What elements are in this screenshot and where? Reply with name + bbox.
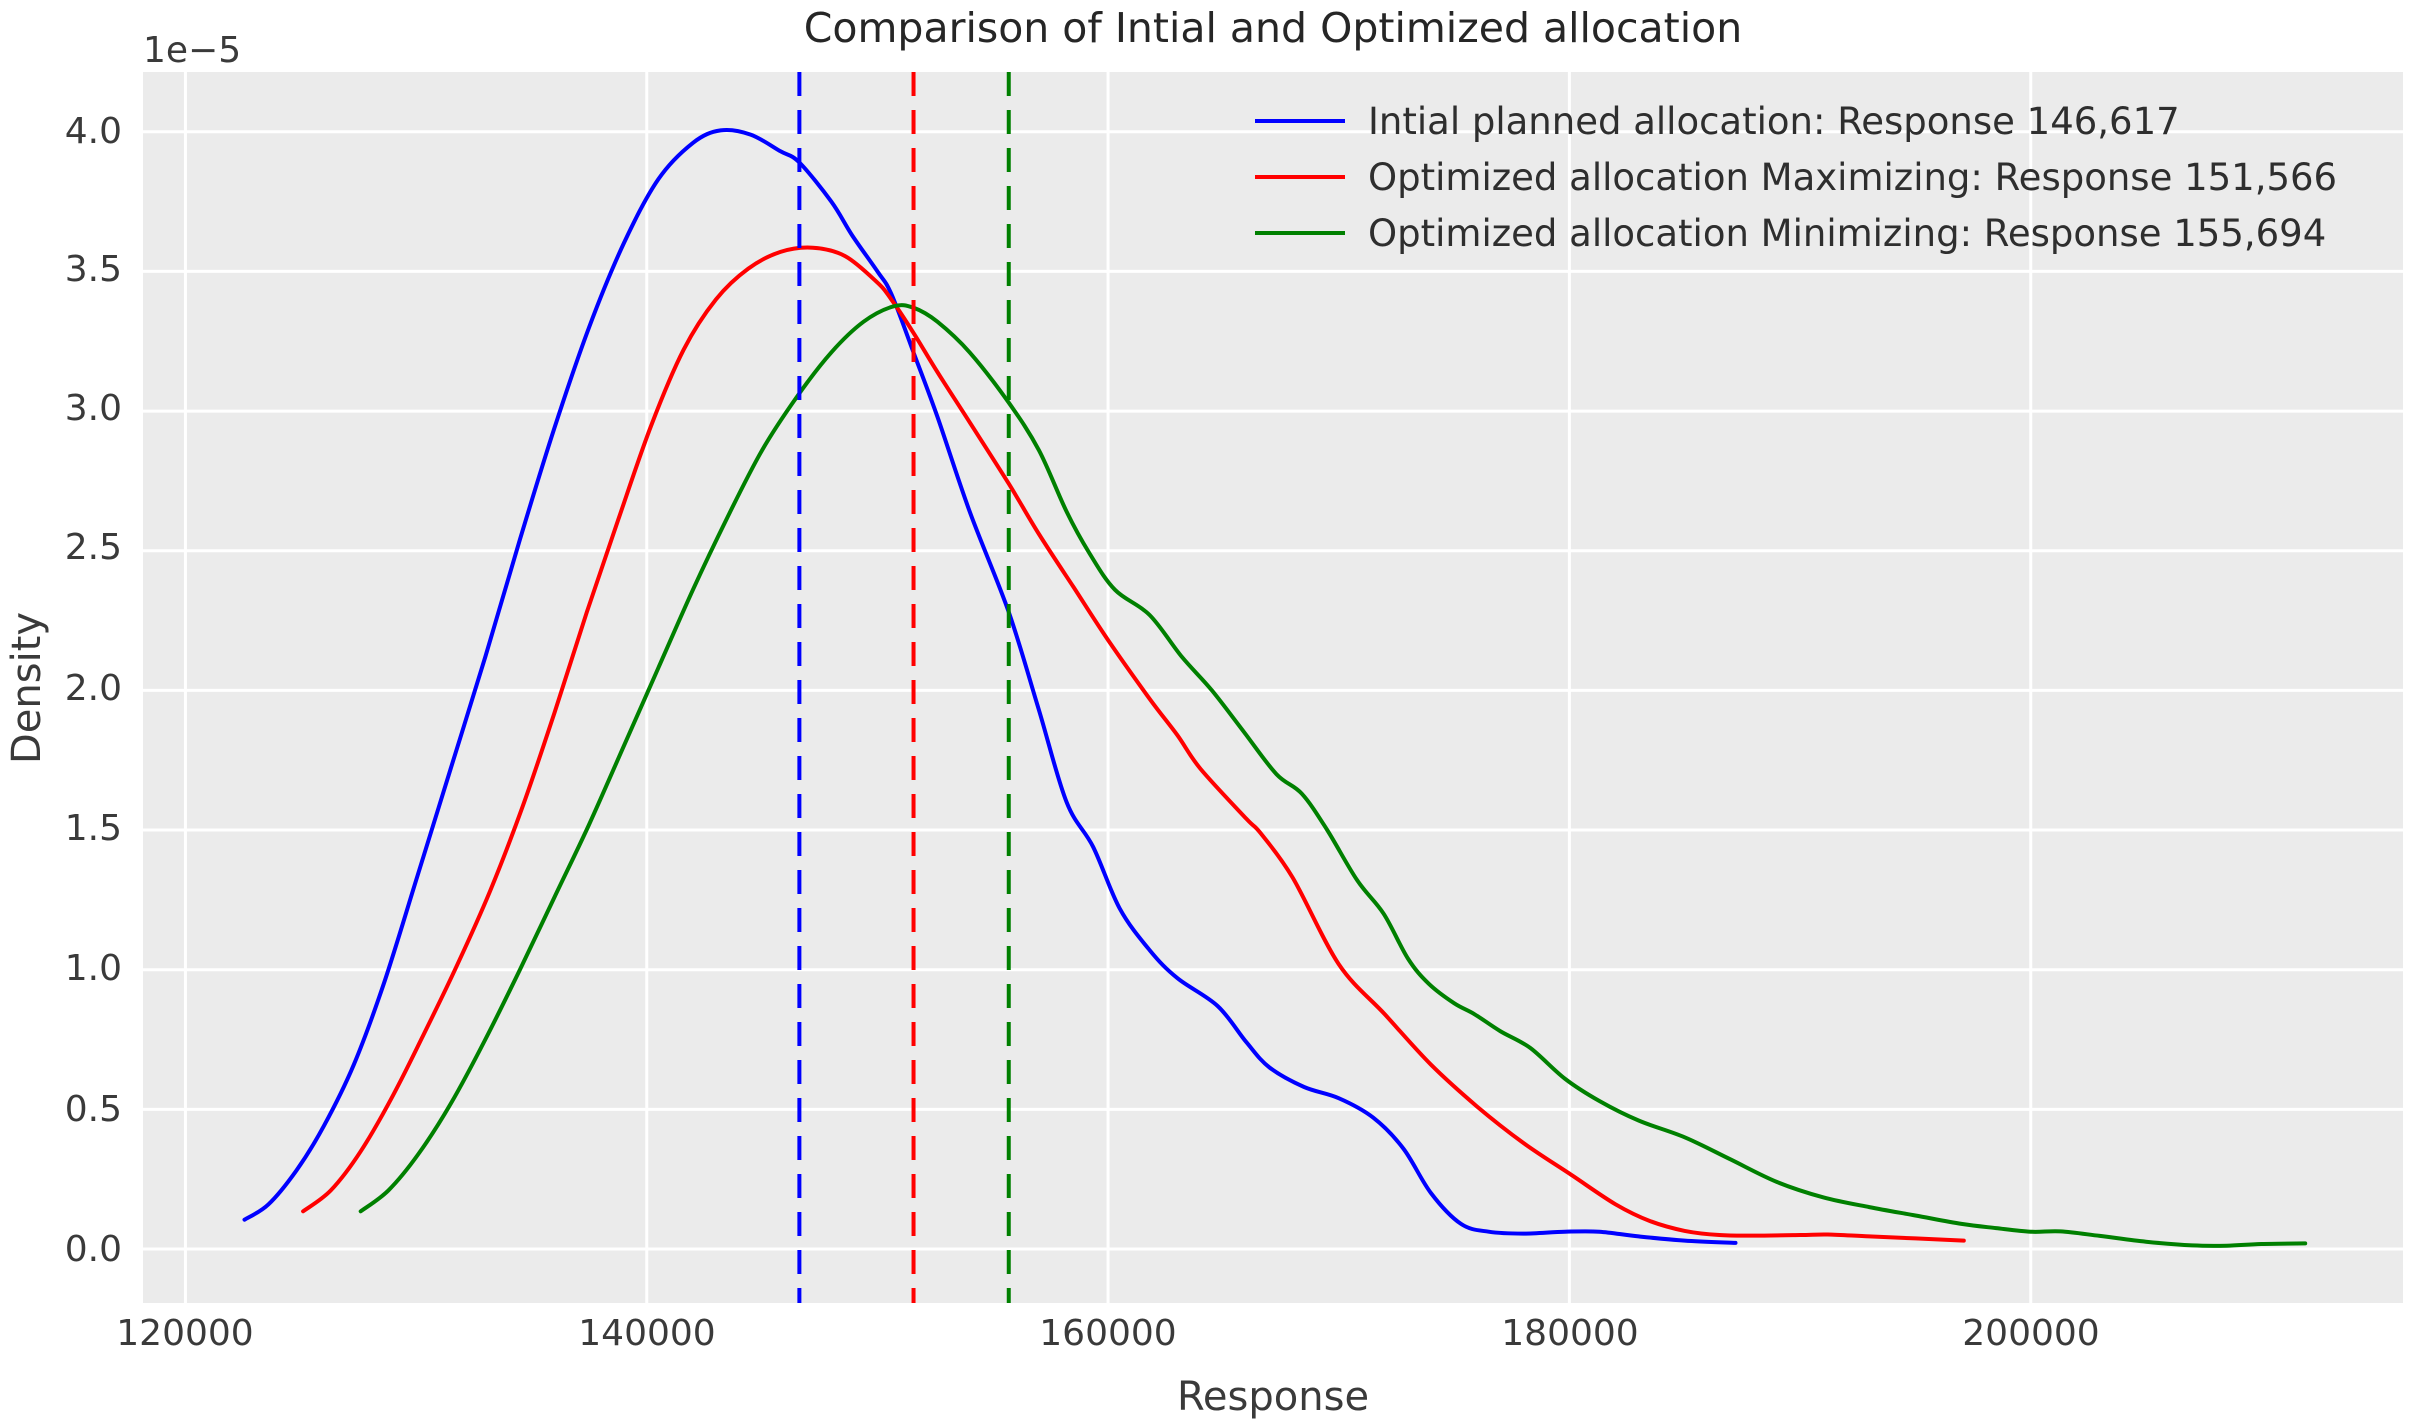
kde-curve-optimized-maximizing: [301, 245, 1966, 1243]
legend-item-optimized-minimizing: Optimized allocation Minimizing: Respons…: [1255, 212, 2326, 255]
legend-label-minimizing: Optimized allocation Minimizing: Respons…: [1368, 212, 2326, 255]
kde-curve-initial-planned: [242, 127, 1738, 1245]
y-tick-2-5: 2.5: [65, 527, 122, 568]
x-tick-160000: 160000: [1039, 1313, 1176, 1354]
y-tick-3-5: 3.5: [65, 249, 122, 290]
kde-curve-optimized-minimizing: [358, 303, 2308, 1248]
plot-area: [143, 72, 2403, 1303]
x-tick-200000: 200000: [1962, 1313, 2099, 1354]
y-axis-label: Density: [4, 612, 50, 764]
y-tick-0-5: 0.5: [65, 1089, 122, 1130]
legend-label-maximizing: Optimized allocation Maximizing: Respons…: [1368, 156, 2337, 199]
kde-curves: [242, 127, 2308, 1248]
mean-vlines: [797, 72, 1011, 1303]
x-tick-labels: 120000 140000 160000 180000 200000: [116, 1313, 2099, 1354]
x-tick-140000: 140000: [578, 1313, 715, 1354]
y-tick-4-0: 4.0: [65, 111, 122, 152]
y-axis-offset-label: 1e−5: [143, 30, 241, 71]
y-tick-1-5: 1.5: [65, 808, 122, 849]
x-axis-label: Response: [1177, 1374, 1369, 1420]
legend: Intial planned allocation: Response 146,…: [1255, 100, 2337, 255]
x-tick-180000: 180000: [1501, 1313, 1638, 1354]
legend-item-optimized-maximizing: Optimized allocation Maximizing: Respons…: [1255, 156, 2337, 199]
chart-title: Comparison of Intial and Optimized alloc…: [804, 4, 1742, 52]
y-tick-labels: 0.0 0.5 1.0 1.5 2.0 2.5 3.0 3.5 4.0: [65, 111, 122, 1270]
y-tick-1-0: 1.0: [65, 948, 122, 989]
x-tick-120000: 120000: [116, 1313, 253, 1354]
y-tick-0-0: 0.0: [65, 1229, 122, 1270]
y-tick-3-0: 3.0: [65, 388, 122, 429]
y-tick-2-0: 2.0: [65, 668, 122, 709]
legend-item-initial-planned: Intial planned allocation: Response 146,…: [1255, 100, 2180, 143]
legend-label-initial: Intial planned allocation: Response 146,…: [1368, 100, 2180, 143]
